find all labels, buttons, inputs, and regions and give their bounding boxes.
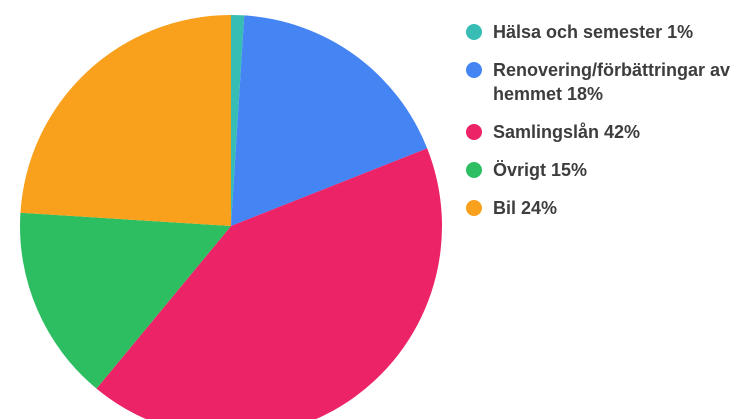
legend-swatch-icon	[466, 62, 482, 78]
legend-item: Samlingslån 42%	[466, 120, 744, 144]
legend-item-label: Renovering/förbättringar av hemmet 18%	[493, 60, 731, 104]
pie-slice-1	[231, 15, 245, 226]
legend-item: Bil 24%	[466, 196, 744, 220]
pie-slice-2	[231, 15, 428, 227]
pie-slice-3	[96, 148, 442, 419]
legend-item-label: Bil 24%	[493, 198, 558, 218]
pie-slice-5	[20, 15, 232, 226]
legend-swatch-icon	[466, 24, 482, 40]
legend-item-label: Hälsa och semester 1%	[493, 22, 694, 42]
legend-item-label: Övrigt 15%	[493, 160, 588, 180]
pie-slice-4	[20, 212, 231, 389]
legend-item: Övrigt 15%	[466, 158, 744, 182]
legend-item-label: Samlingslån 42%	[493, 122, 641, 142]
legend-swatch-icon	[466, 162, 482, 178]
legend-swatch-icon	[466, 200, 482, 216]
chart-legend: Hälsa och semester 1% Renovering/förbätt…	[466, 20, 744, 220]
legend-swatch-icon	[466, 124, 482, 140]
legend-item: Hälsa och semester 1%	[466, 20, 744, 44]
legend-item: Renovering/förbättringar av hemmet 18%	[466, 58, 744, 106]
